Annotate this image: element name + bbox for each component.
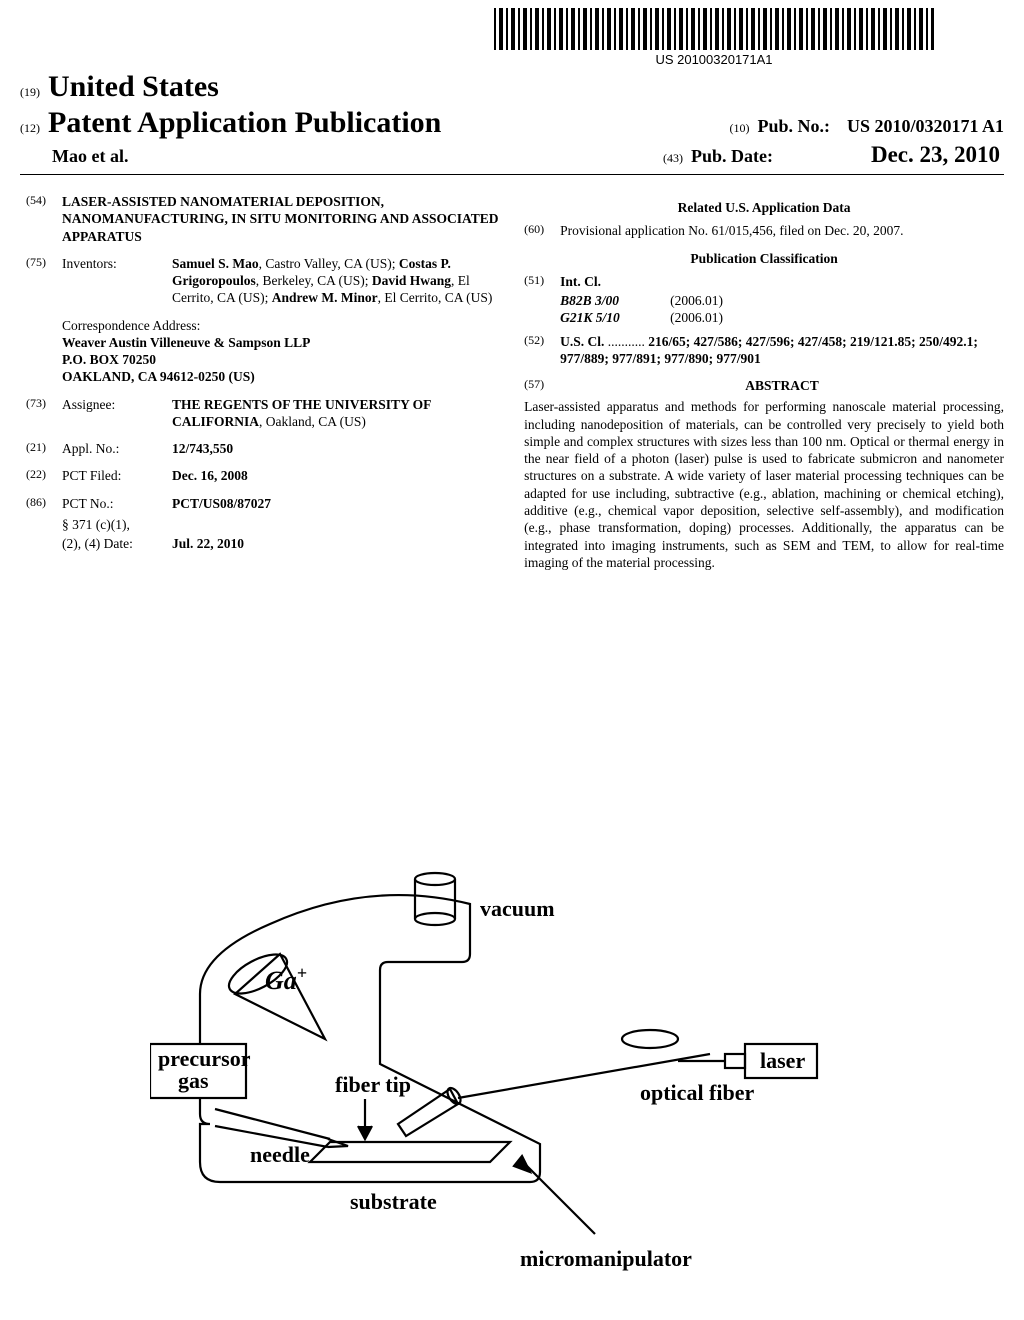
assignee-label: Assignee: bbox=[62, 396, 172, 431]
code-10: (10) bbox=[729, 121, 749, 135]
fig-label-optical-fiber: optical fiber bbox=[640, 1080, 754, 1105]
related-heading: Related U.S. Application Data bbox=[524, 199, 1004, 216]
header: (19) United States (12) Patent Applicati… bbox=[20, 70, 1004, 175]
pct-no-row: (86) PCT No.: PCT/US08/87027 bbox=[26, 495, 500, 512]
figure: Ga+ vacuum precursorgas fiber tip needle… bbox=[150, 864, 870, 1284]
s371-row-1: § 371 (c)(1), bbox=[62, 516, 500, 533]
code-54: (54) bbox=[26, 193, 62, 245]
s371-row-2: (2), (4) Date: Jul. 22, 2010 bbox=[62, 535, 500, 552]
pct-filed-value: Dec. 16, 2008 bbox=[172, 468, 248, 483]
country: United States bbox=[48, 70, 219, 103]
code-60: (60) bbox=[524, 222, 560, 239]
intcl-item-1: G21K 5/10 (2006.01) bbox=[560, 309, 1004, 326]
inventors-text: Samuel S. Mao, Castro Valley, CA (US); C… bbox=[172, 255, 500, 307]
inventor-loc-3: El Cerrito, CA (US) bbox=[384, 290, 492, 305]
code-12: (12) bbox=[20, 121, 40, 135]
uscl-row: (52) U.S. Cl. ........... 216/65; 427/58… bbox=[524, 333, 1004, 368]
barcode-number: US 20100320171A1 bbox=[494, 52, 934, 67]
intcl-label: Int. Cl. bbox=[560, 274, 601, 289]
body-columns: (54) LASER-ASSISTED NANOMATERIAL DEPOSIT… bbox=[20, 193, 1004, 571]
date-label: Pub. Date: bbox=[691, 146, 773, 166]
fig-label-needle: needle bbox=[250, 1142, 310, 1167]
right-column: Related U.S. Application Data (60) Provi… bbox=[524, 193, 1004, 571]
intcl-row: (51) Int. Cl. bbox=[524, 273, 1004, 290]
related-row: (60) Provisional application No. 61/015,… bbox=[524, 222, 1004, 239]
intcl-year-1: (2006.01) bbox=[670, 309, 723, 326]
inventor-name-3: Andrew M. Minor bbox=[272, 290, 378, 305]
intcl-code-1: G21K 5/10 bbox=[560, 309, 670, 326]
correspondence: Correspondence Address: Weaver Austin Vi… bbox=[62, 317, 500, 386]
pct-no-label: PCT No.: bbox=[62, 495, 172, 512]
assignee-row: (73) Assignee: THE REGENTS OF THE UNIVER… bbox=[26, 396, 500, 431]
abstract-text: Laser-assisted apparatus and methods for… bbox=[524, 398, 1004, 571]
pub-date: Dec. 23, 2010 bbox=[871, 142, 1000, 167]
classification-heading: Publication Classification bbox=[524, 250, 1004, 267]
pct-filed-row: (22) PCT Filed: Dec. 16, 2008 bbox=[26, 467, 500, 484]
assignee-text: THE REGENTS OF THE UNIVERSITY OF CALIFOR… bbox=[172, 396, 500, 431]
code-22: (22) bbox=[26, 467, 62, 484]
inventor-loc-1: Berkeley, CA (US) bbox=[263, 273, 365, 288]
uscl-label: U.S. Cl. bbox=[560, 334, 604, 349]
pub-type: Patent Application Publication bbox=[48, 106, 441, 139]
intcl-year-0: (2006.01) bbox=[670, 292, 723, 309]
code-57: (57) bbox=[524, 377, 560, 394]
s371-label-1: § 371 (c)(1), bbox=[62, 516, 172, 533]
separator bbox=[20, 174, 1004, 175]
code-19: (19) bbox=[20, 85, 40, 99]
code-73: (73) bbox=[26, 396, 62, 431]
appl-no-value: 12/743,550 bbox=[172, 441, 233, 456]
appl-no-row: (21) Appl. No.: 12/743,550 bbox=[26, 440, 500, 457]
appl-no-label: Appl. No.: bbox=[62, 440, 172, 457]
intcl-code-0: B82B 3/00 bbox=[560, 292, 670, 309]
correspondence-label: Correspondence Address: bbox=[62, 317, 500, 334]
correspondence-line-0: Weaver Austin Villeneuve & Sampson LLP bbox=[62, 335, 310, 350]
assignee-loc: Oakland, CA (US) bbox=[266, 414, 366, 429]
fig-label-laser: laser bbox=[760, 1048, 805, 1073]
inventor-name-0: Samuel S. Mao bbox=[172, 256, 259, 271]
title-row: (54) LASER-ASSISTED NANOMATERIAL DEPOSIT… bbox=[26, 193, 500, 245]
s371-value: Jul. 22, 2010 bbox=[172, 536, 244, 551]
code-75: (75) bbox=[26, 255, 62, 307]
code-21: (21) bbox=[26, 440, 62, 457]
left-column: (54) LASER-ASSISTED NANOMATERIAL DEPOSIT… bbox=[20, 193, 500, 571]
related-text: Provisional application No. 61/015,456, … bbox=[560, 222, 1004, 239]
code-51: (51) bbox=[524, 273, 560, 290]
pub-no: US 2010/0320171 A1 bbox=[847, 116, 1004, 136]
inventor-loc-0: Castro Valley, CA (US) bbox=[265, 256, 391, 271]
correspondence-line-2: OAKLAND, CA 94612-0250 (US) bbox=[62, 369, 255, 384]
barcode-block: US 20100320171A1 bbox=[494, 8, 934, 67]
pct-filed-label: PCT Filed: bbox=[62, 467, 172, 484]
code-52: (52) bbox=[524, 333, 560, 368]
s371-label-2: (2), (4) Date: bbox=[62, 535, 172, 552]
fig-label-ga: Ga+ bbox=[265, 963, 307, 995]
correspondence-line-1: P.O. BOX 70250 bbox=[62, 352, 156, 367]
barcode-graphic bbox=[494, 8, 934, 50]
fig-label-vacuum: vacuum bbox=[480, 896, 555, 921]
fig-label-micromanipulator: micromanipulator bbox=[520, 1246, 692, 1271]
inventors-row: (75) Inventors: Samuel S. Mao, Castro Va… bbox=[26, 255, 500, 307]
intcl-item-0: B82B 3/00 (2006.01) bbox=[560, 292, 1004, 309]
authors: Mao et al. bbox=[52, 146, 128, 166]
inventor-name-2: David Hwang bbox=[372, 273, 451, 288]
fig-label-fiber-tip: fiber tip bbox=[335, 1072, 411, 1097]
patent-title: LASER-ASSISTED NANOMATERIAL DEPOSITION, … bbox=[62, 193, 500, 245]
fig-label-substrate: substrate bbox=[350, 1189, 437, 1214]
code-86: (86) bbox=[26, 495, 62, 512]
code-43: (43) bbox=[663, 151, 683, 165]
pct-no-value: PCT/US08/87027 bbox=[172, 496, 271, 511]
inventors-label: Inventors: bbox=[62, 255, 172, 307]
abstract-head-row: (57) ABSTRACT bbox=[524, 377, 1004, 394]
abstract-heading: ABSTRACT bbox=[745, 378, 819, 393]
pub-no-label: Pub. No.: bbox=[757, 116, 830, 136]
uscl-dots: ........... bbox=[608, 334, 645, 349]
